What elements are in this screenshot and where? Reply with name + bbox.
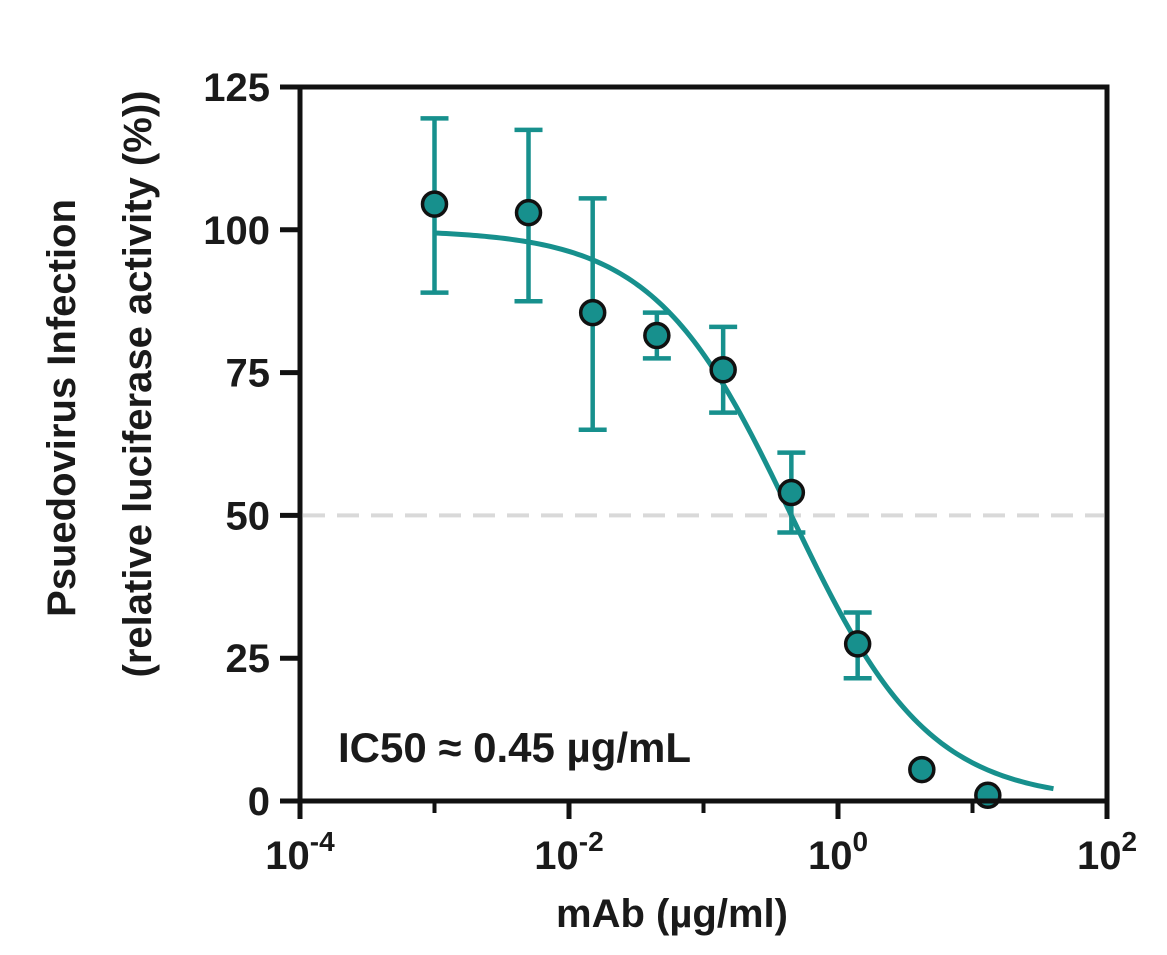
x-tick-exponent: -2 — [579, 826, 604, 857]
x-tick-base: 10 — [1077, 834, 1122, 878]
y-tick-label-0: 0 — [248, 780, 270, 824]
data-point-6 — [777, 478, 806, 507]
plot-frame — [297, 84, 1110, 804]
data-point-3 — [578, 298, 607, 327]
data-point-9 — [974, 781, 1002, 810]
x-tick-base: 10 — [534, 834, 579, 878]
x-tick-exponent: -4 — [310, 826, 335, 857]
x-tick-label--4: 10-4 — [265, 826, 335, 878]
fit-curve — [434, 230, 1054, 792]
data-point-1 — [420, 190, 449, 218]
x-tick-exponent: 0 — [852, 826, 868, 857]
x-tick-label-2: 102 — [1077, 826, 1137, 878]
annotation-ic50: IC50 ≈ 0.45 µg/mL — [338, 724, 691, 771]
x-tick-label--2: 10-2 — [534, 826, 603, 878]
x-tick-exponent: 2 — [1121, 826, 1137, 857]
x-tick-label-0: 100 — [808, 826, 868, 878]
y-tick-label-100: 100 — [203, 209, 270, 253]
x-axis-label: mAb (µg/ml) — [556, 892, 788, 936]
error-bar-layer — [420, 116, 872, 681]
data-point-8 — [908, 755, 936, 784]
y-axis-label-line1: Psuedovirus Infection — [40, 199, 84, 617]
data-point-2 — [514, 198, 543, 227]
x-tick-base: 10 — [808, 834, 853, 878]
y-tick-label-125: 125 — [203, 66, 270, 110]
data-point-5 — [709, 355, 737, 384]
y-tick-label-75: 75 — [226, 352, 271, 396]
x-tick-layer: 10-4 10-2 100 102 — [265, 801, 1137, 878]
y-axis-label-line2: (relative luciferase activity (%)) — [116, 91, 160, 678]
data-point-7 — [843, 630, 872, 658]
y-tick-label-25: 25 — [226, 637, 271, 681]
y-tick-layer: 0 25 50 75 100 125 — [203, 66, 300, 824]
y-tick-label-50: 50 — [226, 494, 271, 538]
data-point-4 — [643, 321, 671, 350]
fit-curve-layer — [434, 230, 1054, 792]
x-tick-base: 10 — [265, 834, 310, 878]
